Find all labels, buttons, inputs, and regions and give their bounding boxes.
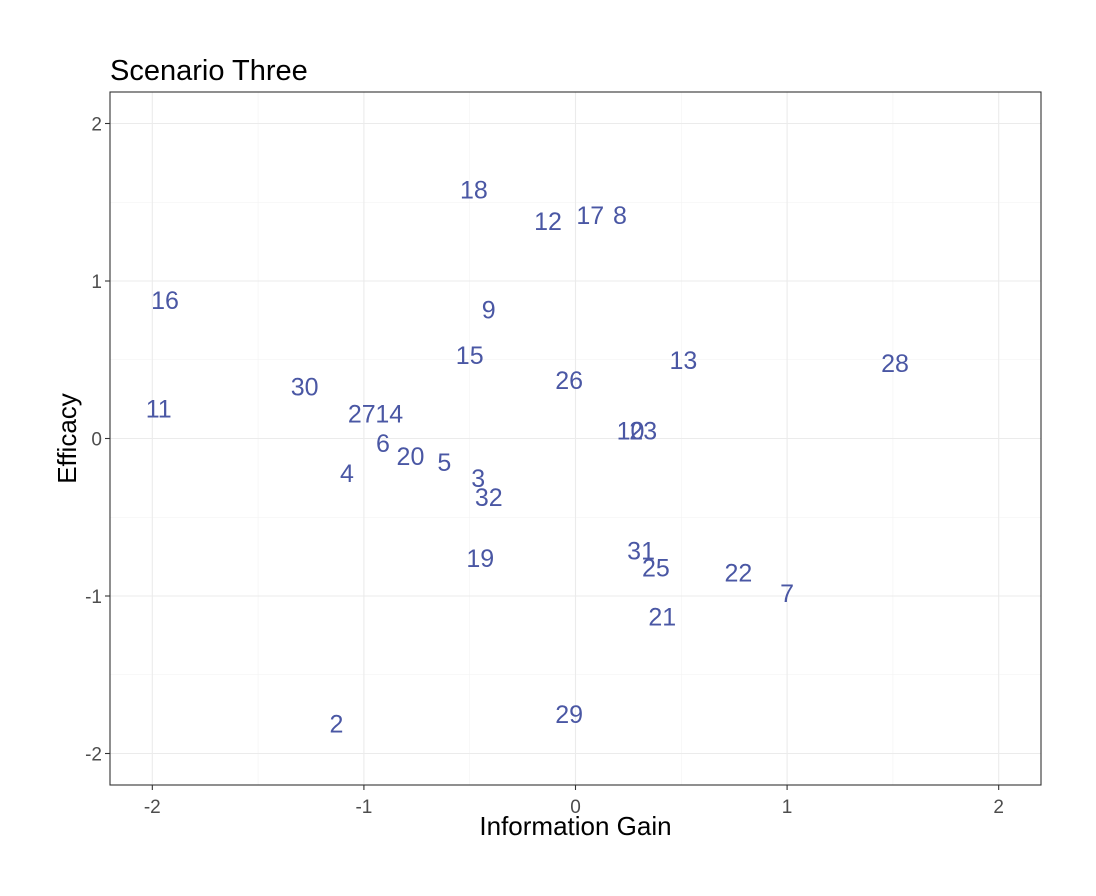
y-tick-label: -1 bbox=[85, 587, 102, 608]
y-tick-label: 2 bbox=[91, 115, 102, 136]
y-tick-label: 1 bbox=[91, 272, 102, 293]
point-label-25: 25 bbox=[642, 555, 670, 583]
x-tick-label: -2 bbox=[144, 797, 161, 818]
point-label-30: 30 bbox=[291, 374, 319, 402]
point-label-16: 16 bbox=[151, 287, 179, 315]
point-label-19: 19 bbox=[466, 545, 494, 573]
point-label-13: 13 bbox=[670, 347, 698, 375]
point-label-3: 3 bbox=[471, 465, 485, 493]
point-label-15: 15 bbox=[456, 342, 484, 370]
point-label-9: 9 bbox=[482, 296, 496, 324]
x-axis-title: Information Gain bbox=[479, 811, 671, 841]
point-label-29: 29 bbox=[555, 701, 583, 729]
point-label-17: 17 bbox=[576, 202, 604, 230]
point-label-27: 27 bbox=[348, 400, 376, 428]
point-label-7: 7 bbox=[780, 580, 794, 608]
point-label-4: 4 bbox=[340, 460, 354, 488]
x-tick-label: 1 bbox=[782, 797, 793, 818]
x-tick-label: 2 bbox=[993, 797, 1004, 818]
grid bbox=[110, 92, 1041, 785]
x-tick-label: 0 bbox=[570, 797, 581, 818]
y-tick-label: 0 bbox=[91, 430, 102, 451]
chart-title: Scenario Three bbox=[110, 55, 308, 87]
point-label-5: 5 bbox=[437, 449, 451, 477]
point-label-21: 21 bbox=[648, 603, 676, 631]
point-label-20: 20 bbox=[397, 443, 425, 471]
point-label-8: 8 bbox=[613, 202, 627, 230]
y-axis-title: Efficacy bbox=[52, 393, 82, 484]
point-label-26: 26 bbox=[555, 367, 583, 395]
point-label-12: 12 bbox=[534, 208, 562, 236]
point-label-28: 28 bbox=[881, 350, 909, 378]
point-label-23: 23 bbox=[629, 418, 657, 446]
point-label-22: 22 bbox=[725, 559, 753, 587]
x-tick-label: -1 bbox=[355, 797, 372, 818]
point-label-6: 6 bbox=[376, 430, 390, 458]
y-tick-label: -2 bbox=[85, 745, 102, 766]
point-label-14: 14 bbox=[375, 400, 403, 428]
point-label-31: 31 bbox=[627, 537, 655, 565]
point-label-18: 18 bbox=[460, 177, 488, 205]
point-label-11: 11 bbox=[146, 396, 172, 424]
point-label-10: 10 bbox=[617, 418, 645, 446]
point-label-2: 2 bbox=[329, 711, 343, 739]
point-label-32: 32 bbox=[475, 484, 503, 512]
